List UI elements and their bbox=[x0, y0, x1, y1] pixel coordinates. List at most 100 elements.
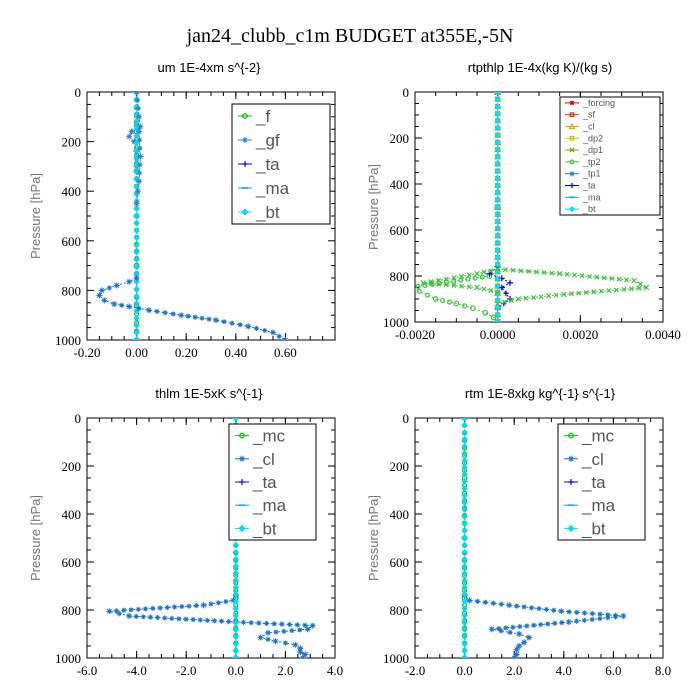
data-point bbox=[133, 613, 139, 619]
data-point bbox=[461, 520, 468, 528]
data-point bbox=[502, 267, 508, 273]
data-point bbox=[183, 616, 189, 622]
y-tick-label: 400 bbox=[390, 177, 410, 192]
data-point bbox=[436, 281, 442, 287]
x-tick-label: 0.40 bbox=[224, 345, 247, 360]
data-point bbox=[591, 289, 597, 295]
data-point bbox=[282, 640, 288, 646]
series-extra-11 bbox=[420, 266, 501, 295]
data-point bbox=[589, 611, 595, 617]
legend-label: _ma bbox=[255, 179, 290, 198]
legend-marker bbox=[568, 479, 574, 485]
data-point bbox=[488, 268, 494, 274]
data-point bbox=[133, 278, 140, 285]
data-point bbox=[461, 633, 468, 640]
data-point bbox=[494, 167, 501, 175]
data-point bbox=[494, 182, 501, 189]
data-point bbox=[481, 269, 487, 275]
data-point bbox=[121, 607, 127, 613]
series-line bbox=[136, 92, 141, 204]
data-point bbox=[511, 655, 518, 658]
data-point bbox=[137, 145, 143, 151]
legend-marker bbox=[569, 147, 575, 153]
data-point bbox=[297, 649, 304, 655]
data-point bbox=[256, 620, 262, 626]
series-bt bbox=[461, 418, 469, 658]
legend: _f _gf _ta _ma _bt bbox=[231, 103, 331, 225]
data-point bbox=[116, 611, 122, 617]
legend-marker bbox=[241, 208, 249, 216]
y-tick-label: 1000 bbox=[55, 651, 81, 666]
data-point bbox=[494, 124, 501, 132]
data-point bbox=[558, 608, 565, 615]
y-tick-label: 200 bbox=[390, 459, 410, 474]
data-point bbox=[564, 271, 570, 277]
legend: _mc _cl _ta _ma _bt bbox=[228, 423, 317, 541]
y-tick-label: 600 bbox=[390, 223, 410, 238]
x-tick-label: -0.0020 bbox=[395, 327, 435, 342]
data-point bbox=[516, 631, 523, 637]
data-point bbox=[409, 285, 414, 290]
y-axis-label: Pressure [hPa] bbox=[366, 164, 381, 250]
chart-title: um 1E-4xm s^{-2} bbox=[158, 60, 262, 75]
x-tick-label: 0.0020 bbox=[562, 327, 598, 342]
legend-marker bbox=[568, 206, 576, 213]
data-point bbox=[541, 270, 547, 276]
data-point bbox=[461, 598, 468, 605]
data-point bbox=[440, 297, 446, 304]
data-point bbox=[461, 541, 468, 549]
chart-title: thlm 1E-5xK s^{-1} bbox=[155, 386, 263, 401]
data-point bbox=[494, 203, 502, 211]
chart-title: rtm 1E-8xkg kg^{-1} s^{-1} bbox=[465, 386, 616, 401]
legend-label: _ta bbox=[252, 473, 277, 492]
data-point bbox=[488, 626, 495, 633]
data-point bbox=[637, 281, 643, 287]
data-point bbox=[146, 307, 152, 314]
data-point bbox=[620, 613, 627, 619]
data-point bbox=[583, 290, 589, 296]
data-point bbox=[133, 92, 140, 95]
data-point bbox=[490, 600, 496, 606]
x-tick-label: 0.60 bbox=[274, 345, 297, 360]
data-point bbox=[530, 294, 536, 300]
data-point bbox=[597, 611, 603, 617]
data-point bbox=[461, 506, 468, 513]
series-extra-5 bbox=[96, 275, 289, 340]
data-point bbox=[459, 273, 465, 279]
legend-marker bbox=[238, 524, 246, 532]
data-point bbox=[432, 296, 439, 302]
x-tick-label: 4.0 bbox=[327, 663, 343, 678]
chart-panel-3: thlm 1E-5xK s^{-1} Pressure [hPa] 0 200 400 6… bbox=[28, 386, 343, 678]
y-tick-label: 200 bbox=[62, 135, 82, 150]
data-point bbox=[461, 464, 468, 471]
data-point bbox=[200, 602, 207, 609]
data-point bbox=[526, 268, 532, 274]
data-point bbox=[126, 613, 133, 619]
legend-marker bbox=[568, 432, 574, 439]
series-cl bbox=[106, 592, 316, 658]
data-point bbox=[510, 624, 516, 630]
data-point bbox=[503, 625, 509, 631]
series-line bbox=[98, 277, 286, 340]
legend-marker bbox=[569, 159, 575, 165]
y-tick-label: 800 bbox=[390, 603, 410, 618]
data-point bbox=[282, 337, 289, 340]
legend: _forcing _sf _cl_dp2 _dp1 _tp2 _tp1 _ta_ma _bt bbox=[559, 96, 661, 216]
data-point bbox=[526, 634, 533, 641]
x-tick-label: 0.0000 bbox=[480, 327, 516, 342]
data-point bbox=[513, 651, 520, 658]
data-point bbox=[521, 604, 527, 610]
data-point bbox=[470, 305, 476, 312]
data-point bbox=[461, 499, 468, 506]
data-point bbox=[496, 625, 502, 632]
data-point bbox=[568, 291, 574, 297]
y-tick-label: 0 bbox=[403, 85, 410, 100]
data-point bbox=[237, 322, 243, 328]
data-point bbox=[289, 628, 295, 634]
data-point bbox=[572, 272, 578, 278]
x-tick-label: 4.0 bbox=[556, 663, 572, 678]
data-point bbox=[262, 327, 268, 334]
series-cl bbox=[461, 592, 627, 658]
data-point bbox=[190, 617, 196, 623]
legend-marker bbox=[568, 455, 574, 462]
